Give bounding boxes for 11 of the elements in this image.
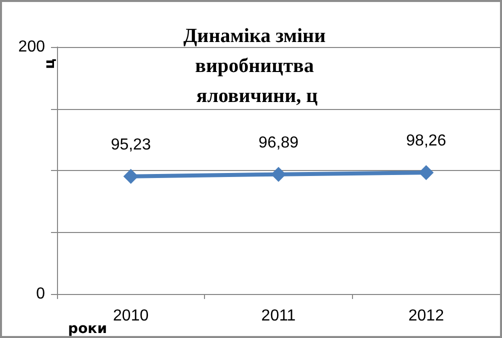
x-tick-label: 2012	[408, 308, 444, 324]
text: 95,23	[110, 136, 151, 154]
x-tick-label: 2010	[113, 308, 149, 324]
text: 96,89	[258, 134, 299, 152]
y-tick-label: 0	[36, 286, 46, 302]
text: 98,26	[406, 132, 446, 150]
x-axis-title: роки	[68, 321, 107, 337]
x-tick-label: 2011	[261, 308, 296, 324]
y-axis-title: ц	[42, 58, 58, 69]
y-tick-label: 200	[18, 38, 46, 56]
chart-title: Динаміка зміни виробництва яловичини, ц	[183, 25, 331, 107]
